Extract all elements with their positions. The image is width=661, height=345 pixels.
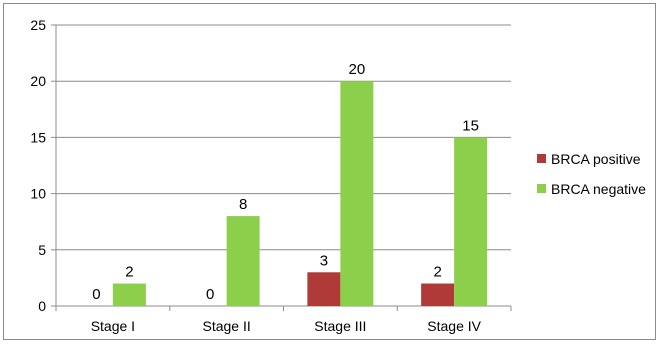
data-label: 2 [125,264,133,281]
legend-label-brca-negative: BRCA negative [551,181,646,197]
data-label: 0 [206,286,214,303]
y-tick-label-0: 0 [38,298,46,314]
bars [112,81,488,306]
data-label: 20 [349,61,366,78]
data-label: 3 [320,252,328,269]
data-label: 8 [239,196,247,213]
x-tick-label-stage-iv: Stage IV [427,318,481,334]
bar-brca-negative-stage-i [112,283,146,306]
bar-brca-negative-stage-iii [340,81,374,306]
y-tick-label-20: 20 [30,73,46,89]
data-label: 15 [462,117,479,134]
data-label: 0 [92,286,100,303]
x-tick-label-stage-iii: Stage III [314,318,366,334]
legend-swatch-brca-positive [537,154,546,163]
bar-brca-positive-stage-iii [307,272,341,306]
y-tick-label-25: 25 [30,17,46,33]
x-tick-label-stage-ii: Stage II [202,318,250,334]
bar-brca-negative-stage-iv [454,137,488,306]
y-tick-label-15: 15 [30,129,46,145]
bar-brca-negative-stage-ii [226,216,260,306]
legend: BRCA positive BRCA negative [537,151,646,197]
y-tick-label-5: 5 [38,242,46,258]
legend-swatch-brca-negative [537,184,546,193]
y-tick-label-10: 10 [30,186,46,202]
legend-label-brca-positive: BRCA positive [551,151,641,167]
bar-brca-positive-stage-iv [421,283,455,306]
x-tick-label-stage-i: Stage I [91,318,135,334]
data-label: 2 [433,264,441,281]
